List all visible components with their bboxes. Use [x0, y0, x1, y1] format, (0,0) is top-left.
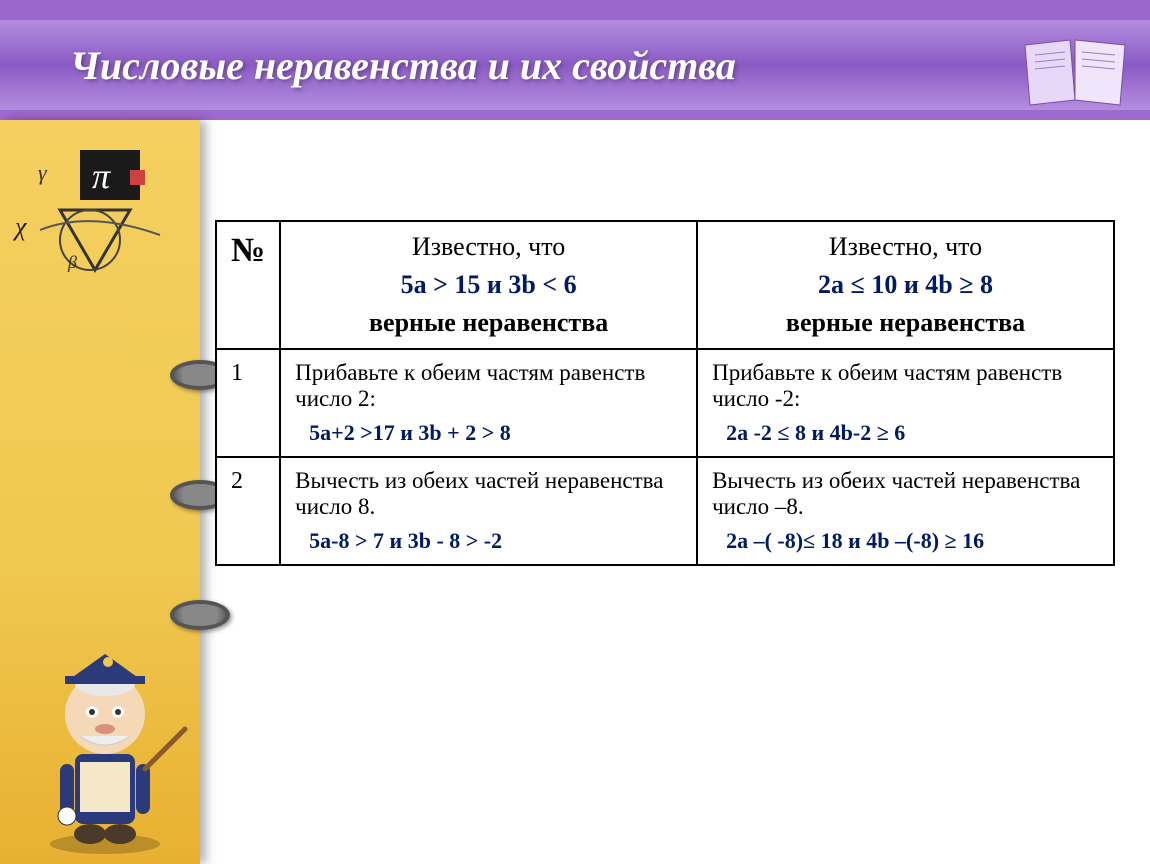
professor-icon [20, 634, 190, 854]
task-text: Прибавьте к обеим частям равенств число … [712, 360, 1099, 412]
header-col2: Известно, что 2a ≤ 10 и 4b ≥ 8 верные не… [697, 221, 1114, 349]
svg-text:χ: χ [12, 212, 27, 241]
row1-right: Прибавьте к обеим частям равенств число … [697, 349, 1114, 457]
header-num-cell: № [216, 221, 280, 349]
row-num: 1 [216, 349, 280, 457]
row2-right: Вычесть из обеих частей неравенства числ… [697, 457, 1114, 565]
num-symbol: № [231, 232, 265, 269]
svg-text:β: β [67, 252, 77, 272]
binder-ring-icon [170, 600, 230, 630]
task-formula: 5a+2 >17 и 3b + 2 > 8 [295, 420, 682, 446]
svg-text:π: π [92, 156, 111, 196]
math-doodle-icon: π χ γ β [10, 140, 190, 310]
task-text: Вычесть из обеих частей неравенства числ… [295, 468, 682, 520]
table-row: 1 Прибавьте к обеим частям равенств числ… [216, 349, 1114, 457]
row-num: 2 [216, 457, 280, 565]
header-col1-line3: верные неравенства [295, 308, 682, 338]
task-text: Прибавьте к обеим частям равенств число … [295, 360, 682, 412]
page-area: π χ γ β [0, 120, 1150, 864]
header-col1-line1: Известно, что [295, 232, 682, 262]
task-formula: 2a -2 ≤ 8 и 4b-2 ≥ 6 [712, 420, 1099, 446]
page-title: Числовые неравенства и их свойства [70, 42, 736, 89]
task-text: Вычесть из обеих частей неравенства числ… [712, 468, 1099, 520]
task-formula: 2a –( -8)≤ 18 и 4b –(-8) ≥ 16 [712, 528, 1099, 554]
exercises-table: № Известно, что 5a > 15 и 3b < 6 верные … [215, 220, 1115, 566]
svg-text:γ: γ [38, 160, 48, 185]
header-col1: Известно, что 5a > 15 и 3b < 6 верные не… [280, 221, 697, 349]
open-book-icon [1020, 30, 1130, 110]
table-header-row: № Известно, что 5a > 15 и 3b < 6 верные … [216, 221, 1114, 349]
header-band: Числовые неравенства и их свойства [0, 20, 1150, 110]
task-formula: 5a-8 > 7 и 3b - 8 > -2 [295, 528, 682, 554]
row2-left: Вычесть из обеих частей неравенства числ… [280, 457, 697, 565]
header-col2-line3: верные неравенства [712, 308, 1099, 338]
header-col2-formula: 2a ≤ 10 и 4b ≥ 8 [712, 270, 1099, 300]
header-col2-line1: Известно, что [712, 232, 1099, 262]
row1-left: Прибавьте к обеим частям равенств число … [280, 349, 697, 457]
table-row: 2 Вычесть из обеих частей неравенства чи… [216, 457, 1114, 565]
header-col1-formula: 5a > 15 и 3b < 6 [295, 270, 682, 300]
